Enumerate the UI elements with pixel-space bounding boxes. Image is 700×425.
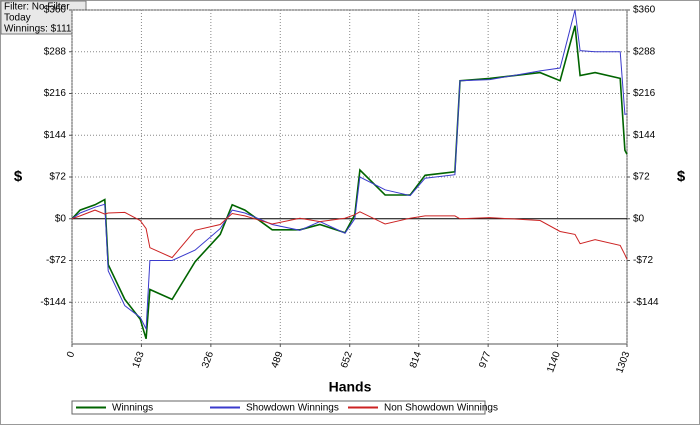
x-axis-label: Hands [329, 379, 372, 395]
y-tick-label: $360 [44, 5, 67, 16]
info-line: Winnings: $111.30 [4, 24, 86, 35]
legend-label: Showdown Winnings [246, 403, 339, 414]
y-tick-label: $72 [49, 172, 66, 183]
x-tick-label: 0 [65, 350, 77, 359]
y-tick-label: $216 [44, 88, 67, 99]
legend-label: Non Showdown Winnings [384, 403, 498, 414]
y-axis-label: $ [14, 168, 23, 185]
y2-tick-label: $144 [633, 130, 656, 141]
legend [71, 400, 486, 415]
y2-tick-label: $360 [633, 5, 656, 16]
y2-tick-label: $0 [633, 213, 645, 224]
series-line [71, 9, 628, 331]
y-tick-label: $288 [44, 46, 67, 57]
y-tick-label: -$144 [40, 297, 66, 308]
legend-label: Winnings [112, 403, 153, 414]
info-line: Today [4, 13, 31, 24]
y-tick-label: $0 [55, 213, 67, 224]
y2-tick-label: -$72 [633, 255, 653, 266]
y2-tick-label: $72 [633, 172, 650, 183]
y-tick-label: $144 [44, 130, 67, 141]
series-line [71, 25, 628, 340]
y2-axis-label: $ [677, 168, 686, 185]
y2-tick-label: -$144 [633, 297, 659, 308]
series-line [71, 209, 628, 260]
y2-tick-label: $288 [633, 46, 656, 57]
y2-tick-label: $216 [633, 88, 656, 99]
y-tick-label: -$72 [46, 255, 66, 266]
info-line: Filter: No Filter [4, 2, 70, 13]
